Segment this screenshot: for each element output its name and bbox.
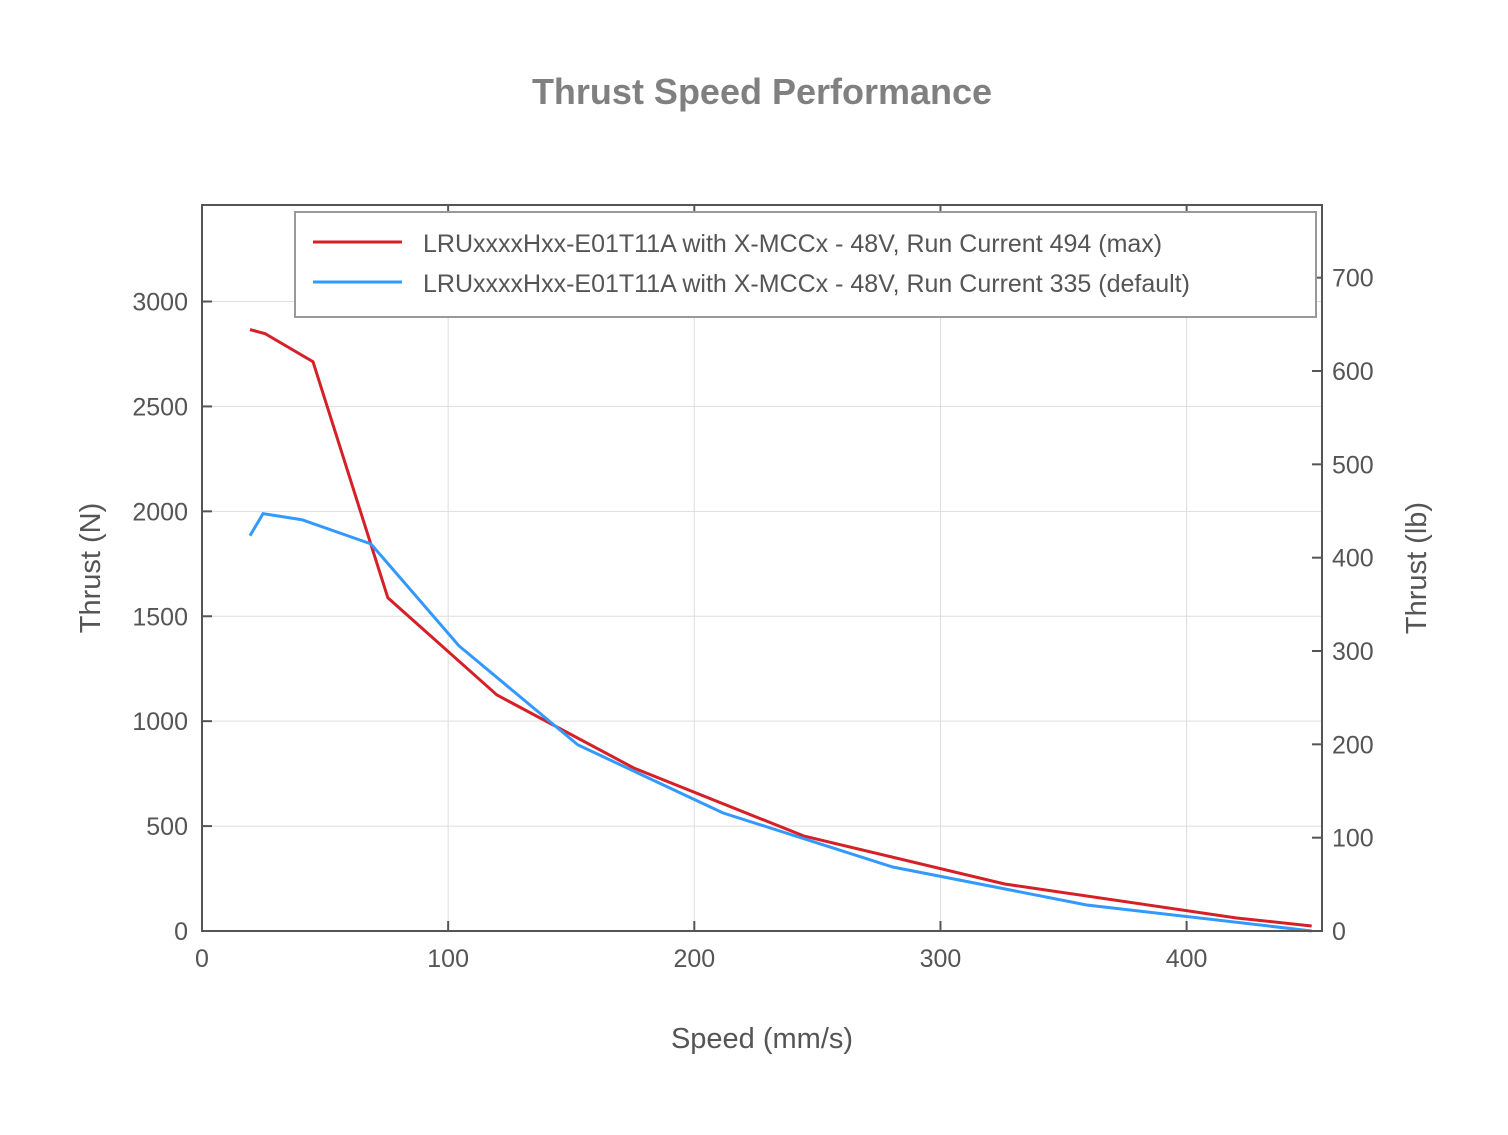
legend-box	[294, 211, 1317, 318]
y-right-tick-label: 300	[1332, 638, 1374, 666]
y-right-tick-label: 500	[1332, 451, 1374, 479]
legend: LRUxxxxHxx-E01T11A with X-MCCx - 48V, Ru…	[294, 211, 1317, 318]
y-axis-label: Thrust (N)	[75, 503, 107, 634]
y-tick-label: 1000	[132, 708, 188, 736]
x-axis-label: Speed (mm/s)	[671, 1023, 853, 1055]
x-tick-label: 200	[673, 945, 715, 973]
y-tick-label: 2000	[132, 498, 188, 526]
x-tick-label: 400	[1166, 945, 1208, 973]
y-tick-label: 500	[146, 813, 188, 841]
y-right-tick-label: 0	[1332, 918, 1346, 946]
y-tick-label: 2500	[132, 393, 188, 421]
x-tick-label: 100	[427, 945, 469, 973]
y-tick-label: 3000	[132, 289, 188, 317]
x-tick-label: 300	[920, 945, 962, 973]
x-tick-label: 0	[195, 945, 209, 973]
legend-label: LRUxxxxHxx-E01T11A with X-MCCx - 48V, Ru…	[423, 270, 1190, 298]
y-right-tick-label: 400	[1332, 545, 1374, 573]
series-line-1	[249, 328, 1312, 928]
plot-frame	[201, 204, 1323, 932]
chart-title: Thrust Speed Performance	[532, 71, 992, 112]
y-right-tick-label: 600	[1332, 358, 1374, 386]
legend-label: LRUxxxxHxx-E01T11A with X-MCCx - 48V, Ru…	[423, 230, 1162, 258]
y-tick-label: 1500	[132, 603, 188, 631]
y-right-tick-label: 100	[1332, 825, 1374, 853]
y-axis-right-label: Thrust (lb)	[1401, 502, 1433, 634]
series-line-2	[248, 512, 1312, 933]
y-right-tick-label: 700	[1332, 265, 1374, 293]
y-right-tick-label: 200	[1332, 731, 1374, 759]
y-tick-label: 0	[174, 918, 188, 946]
